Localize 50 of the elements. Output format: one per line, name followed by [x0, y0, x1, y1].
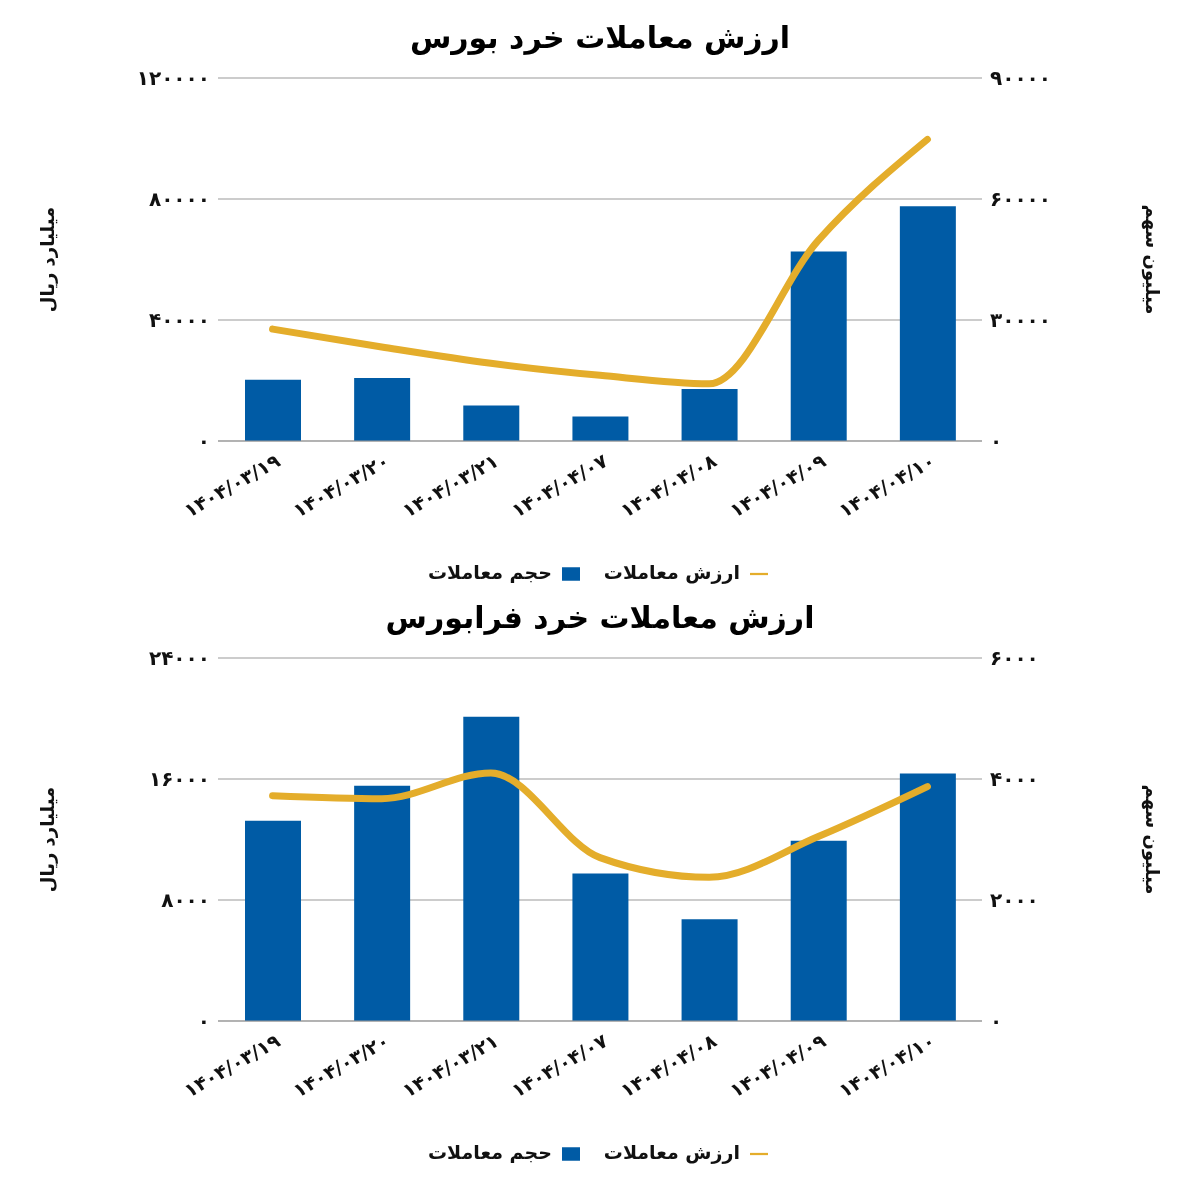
legend-label: ارزش معاملات [603, 1141, 740, 1163]
x-tick-label: ۱۴۰۴/۰۴/۰۹ [725, 1028, 830, 1102]
x-tick-label: ۱۴۰۴/۰۳/۲۰ [289, 1029, 393, 1102]
legend-label: حجم معاملات [428, 1141, 552, 1163]
bar [354, 785, 411, 1021]
x-tick-label: ۱۴۰۴/۰۴/۱۰ [835, 1029, 939, 1102]
x-tick-label: ۱۴۰۴/۰۴/۱۰ [835, 449, 939, 522]
y-tick-label: ۴۰۰۰۰ [148, 308, 210, 333]
bar [572, 873, 629, 1021]
x-tick-label: ۱۴۰۴/۰۳/۲۱ [398, 449, 502, 522]
legend-label: ارزش معاملات [603, 561, 740, 583]
y2-tick-label: ۰ [990, 1009, 1003, 1034]
bar [790, 840, 847, 1021]
y-tick-label: ۱۲۰۰۰۰ [136, 66, 210, 91]
bar [463, 405, 520, 441]
bar [572, 416, 629, 441]
bar [681, 919, 738, 1021]
chart-title: ارزش معاملات خرد فرابورس [384, 599, 816, 637]
y2-tick-label: ۶۰۰۰ [990, 646, 1039, 671]
x-tick-label: ۱۴۰۴/۰۳/۲۰ [289, 449, 393, 522]
y2-tick-label: ۲۰۰۰ [990, 888, 1039, 913]
y-tick-label: ۲۴۰۰۰ [148, 646, 210, 671]
x-tick-label: ۱۴۰۴/۰۴/۰۷ [507, 1028, 612, 1102]
y-axis-title: میلیارد ریال [37, 206, 59, 313]
y-tick-label: ۸۰۰۰ [161, 888, 210, 913]
bar [681, 388, 738, 441]
bar [354, 378, 411, 441]
y2-axis-title: میلیون سهم [1140, 784, 1163, 895]
legend-label: حجم معاملات [428, 561, 552, 583]
chart-title: ارزش معاملات خرد بورس [408, 19, 792, 57]
bar [245, 379, 301, 441]
x-tick-label: ۱۴۰۴/۰۴/۰۸ [616, 448, 721, 522]
x-tick-label: ۱۴۰۴/۰۴/۰۷ [507, 448, 612, 522]
y2-tick-label: ۹۰۰۰۰ [990, 66, 1052, 91]
y2-axis-title: میلیون سهم [1140, 204, 1163, 315]
y-tick-label: ۱۶۰۰۰ [148, 767, 210, 792]
y-tick-label: ۸۰۰۰۰ [148, 187, 210, 212]
bar [463, 716, 520, 1021]
x-tick-label: ۱۴۰۴/۰۴/۰۸ [616, 1028, 721, 1102]
y2-tick-label: ۰ [990, 429, 1003, 454]
y2-tick-label: ۶۰۰۰۰ [990, 187, 1052, 212]
bar [245, 820, 301, 1021]
y2-tick-label: ۳۰۰۰۰ [990, 308, 1052, 333]
y-axis-title: میلیارد ریال [37, 786, 59, 893]
y2-tick-label: ۴۰۰۰ [990, 767, 1039, 792]
bar [899, 206, 956, 441]
x-tick-label: ۱۴۰۴/۰۴/۰۹ [725, 448, 830, 522]
bar [790, 251, 847, 441]
bar [899, 773, 956, 1021]
x-tick-label: ۱۴۰۴/۰۳/۲۱ [398, 1029, 502, 1102]
